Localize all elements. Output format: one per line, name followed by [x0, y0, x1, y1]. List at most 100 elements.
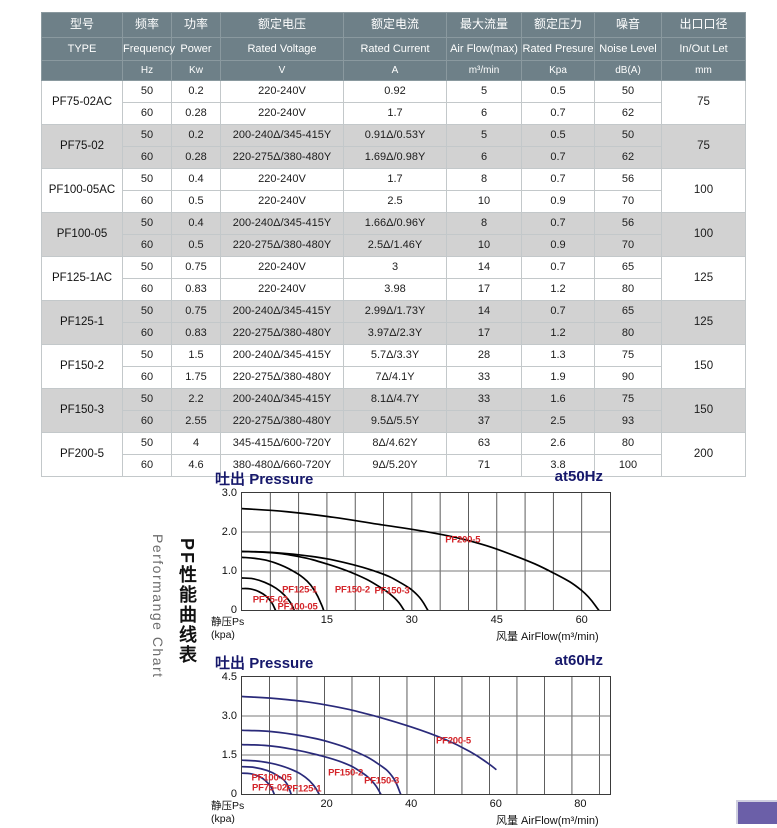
table-row: 60 4.6 380-480Δ/660-720Y 9Δ/5.20Y 71 3.8 100 — [42, 454, 746, 477]
header-cn-frequency: 频率 — [122, 12, 172, 38]
cell-noise-level: 75 — [594, 344, 662, 367]
cell-model: PF75-02AC — [41, 80, 123, 125]
cell-rated-current: 3.98 — [343, 278, 447, 301]
cell-noise-level: 50 — [594, 124, 662, 147]
cell-power: 0.75 — [171, 300, 221, 323]
chart-50hz: 吐出 Pressure at50Hz PF75-02 PF100-05 PF125-… — [211, 468, 685, 643]
cell-rated-current: 8Δ/4.62Y — [343, 432, 447, 455]
cell-frequency: 50 — [122, 80, 172, 103]
unit-air-flow: m³/min — [446, 60, 522, 81]
cell-frequency: 60 — [122, 410, 172, 433]
table-row: PF100-05AC 50 0.4 220-240V 1.7 8 0.7 56 100 — [41, 168, 746, 213]
header-en-power: Power — [171, 37, 221, 61]
cell-rated-current: 2.99Δ/1.73Y — [343, 300, 447, 323]
cell-power: 1.5 — [171, 344, 221, 367]
curve-label-PF150-3: PF150-3 — [374, 585, 410, 596]
curve-PF100-05 — [242, 577, 295, 610]
cell-air-flow: 17 — [446, 278, 522, 301]
cell-rated-current: 2.5 — [343, 190, 447, 213]
cell-rated-pressure: 1.2 — [521, 322, 595, 345]
table-row: 60 0.5 220-240V 2.5 10 0.9 70 — [42, 190, 746, 213]
cell-power: 0.83 — [171, 278, 221, 301]
cell-inout-let: 150 — [661, 344, 746, 389]
plot50-svg — [242, 493, 610, 610]
side-label-chinese: PF性能曲线表 — [177, 538, 197, 666]
cell-noise-level: 56 — [594, 212, 662, 235]
side-label-english: Performange Chart — [150, 534, 166, 679]
cell-air-flow: 6 — [446, 146, 522, 169]
cell-frequency: 50 — [122, 344, 172, 367]
cell-noise-level: 62 — [594, 102, 662, 125]
header-row-units: Hz Kw V A m³/min Kpa dB(A) mm — [41, 60, 746, 81]
table-row: 60 1.75 220-275Δ/380-480Y 7Δ/4.1Y 33 1.9 90 — [42, 366, 746, 389]
cell-rated-voltage: 200-240Δ/345-415Y — [220, 300, 344, 323]
chart-50hz-ylabel-unit: (kpa) — [211, 629, 235, 642]
curve-PF75-02 — [242, 772, 275, 794]
table-body: PF75-02AC 50 0.2 220-240V 0.92 5 0.5 50 75 60 0.28… — [41, 80, 746, 477]
table-row: PF200-5 50 4 345-415Δ/600-720Y 8Δ/4.62Y 63 2.6… — [41, 432, 746, 477]
header-en-noise-level: Noise Level — [594, 37, 662, 61]
chart-60hz-title-cn: 吐出 — [215, 655, 246, 672]
cell-air-flow: 17 — [446, 322, 522, 345]
performance-chart-side-label: PF性能曲线表 Performange Chart — [148, 522, 208, 812]
cell-noise-level: 80 — [594, 278, 662, 301]
curve-PF75-02 — [242, 587, 277, 610]
curve-PF150-3 — [242, 550, 429, 610]
cell-model: PF125-1 — [41, 300, 123, 345]
cell-air-flow: 5 — [446, 80, 522, 103]
table-row: 60 2.55 220-275Δ/380-480Y 9.5Δ/5.5Y 37 2.5 93 — [42, 410, 746, 433]
curve-label-PF200-5: PF200-5 — [445, 534, 481, 546]
cell-frequency: 50 — [122, 168, 172, 191]
cell-rated-voltage: 220-275Δ/380-480Y — [220, 322, 344, 345]
chart-50hz-title-cn: 吐出 — [215, 471, 246, 488]
unit-frequency: Hz — [122, 60, 172, 81]
cell-inout-let: 100 — [661, 168, 746, 213]
cell-power: 0.83 — [171, 322, 221, 345]
cell-rated-pressure: 3.8 — [521, 454, 595, 477]
cell-rated-pressure: 0.5 — [521, 124, 595, 147]
cell-air-flow: 63 — [446, 432, 522, 455]
spec-table-container: 型号 频率 功率 额定电压 额定电流 最大流量 额定压力 噪音 出口口径 TYP… — [41, 12, 746, 477]
cell-inout-let: 125 — [661, 300, 746, 345]
chart-50hz-title-en: Pressure — [249, 471, 314, 488]
header-cn-rated-pressure: 额定压力 — [521, 12, 595, 38]
xtick-30: 30 — [405, 614, 418, 626]
cell-rated-current: 3.97Δ/2.3Y — [343, 322, 447, 345]
chart-50hz-xaxis-label: 风量 AirFlow(m³/min) — [496, 631, 599, 643]
specifications-table: 型号 频率 功率 额定电压 额定电流 最大流量 额定压力 噪音 出口口径 TYP… — [41, 12, 746, 477]
xtick-80: 80 — [574, 798, 587, 810]
table-row: PF100-05 50 0.4 200-240Δ/345-415Y 1.66Δ/0.96… — [41, 212, 746, 257]
cell-frequency: 60 — [122, 278, 172, 301]
cell-frequency: 60 — [122, 190, 172, 213]
cell-frequency: 50 — [122, 432, 172, 455]
curve-label-PF200-5: PF200-5 — [435, 735, 472, 747]
cell-noise-level: 93 — [594, 410, 662, 433]
cell-air-flow: 37 — [446, 410, 522, 433]
cell-inout-let: 125 — [661, 256, 746, 301]
header-en-air-flow: Air Flow(max) — [446, 37, 522, 61]
curve-label-PF150-3: PF150-3 — [364, 775, 400, 786]
cell-rated-voltage: 220-240V — [220, 80, 344, 103]
cell-noise-level: 62 — [594, 146, 662, 169]
ytick-3.0: 3.0 — [221, 487, 237, 499]
xtick-60: 60 — [489, 798, 502, 810]
header-cn-rated-current: 额定电流 — [343, 12, 447, 38]
cell-frequency: 50 — [122, 212, 172, 235]
chart-50hz-frequency-label: at50Hz — [554, 468, 603, 485]
cell-power: 0.2 — [171, 80, 221, 103]
chart-50hz-title: 吐出 Pressure — [215, 468, 313, 489]
table-row: PF125-1AC 50 0.75 220-240V 3 14 0.7 65 125 — [41, 256, 746, 301]
curve-PF150-2 — [242, 743, 382, 794]
curve-PF200-5 — [242, 507, 600, 610]
cell-power: 0.5 — [171, 190, 221, 213]
xtick-40: 40 — [405, 798, 418, 810]
cell-inout-let: 75 — [661, 124, 746, 169]
cell-frequency: 50 — [122, 256, 172, 279]
chart-60hz-frequency-label: at60Hz — [554, 652, 603, 669]
cell-air-flow: 10 — [446, 234, 522, 257]
curve-label-PF75-02: PF75-02 — [252, 594, 288, 606]
cell-rated-voltage: 220-240V — [220, 256, 344, 279]
chart-60hz-xaxis-label: 风量 AirFlow(m³/min) — [496, 815, 599, 827]
curve-PF150-3 — [242, 729, 402, 794]
chart-60hz-yaxis-caption: 静压Ps (kpa) — [211, 800, 244, 826]
